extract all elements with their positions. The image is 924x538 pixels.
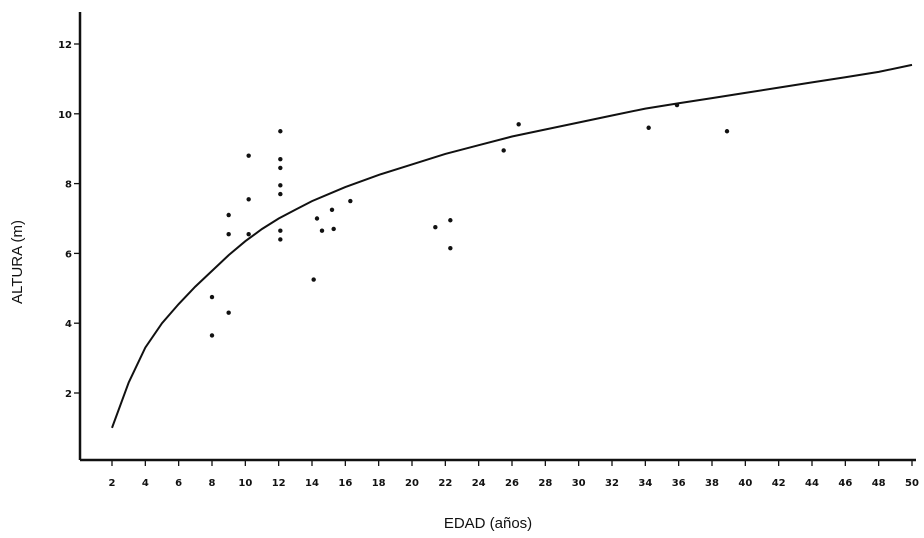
data-point [724, 129, 730, 134]
x-tick-label: 26 [505, 478, 519, 489]
data-point [501, 148, 506, 153]
data-point [209, 294, 215, 300]
x-tick-label: 34 [638, 478, 652, 489]
axis-ticks [74, 43, 913, 466]
x-tick-label: 8 [209, 478, 216, 489]
data-point [319, 228, 325, 233]
data-point [278, 191, 283, 197]
x-tick-label: 46 [838, 478, 852, 489]
data-point [226, 232, 231, 237]
data-points [209, 102, 730, 338]
x-axis-title: EDAD (años) [444, 515, 532, 532]
y-tick-label: 10 [58, 110, 72, 121]
data-point [246, 232, 251, 237]
y-tick-label: 4 [65, 319, 72, 330]
data-point [278, 156, 283, 162]
x-tick-label: 42 [772, 478, 786, 489]
data-point [226, 212, 231, 218]
data-point [674, 102, 680, 108]
x-tick-label: 24 [472, 478, 486, 489]
data-point [278, 228, 283, 233]
fitted-curve [111, 63, 913, 429]
x-tick-label: 16 [338, 478, 352, 489]
data-point [278, 237, 283, 242]
x-tick-label: 30 [572, 478, 586, 489]
data-point [246, 153, 251, 158]
data-point [278, 129, 283, 134]
x-tick-label: 2 [109, 478, 116, 489]
data-point [448, 245, 453, 251]
x-tick-label: 40 [738, 478, 752, 489]
x-tick-label: 22 [438, 478, 452, 489]
data-point [226, 310, 231, 315]
y-tick-label: 8 [65, 180, 72, 191]
data-point [246, 197, 251, 202]
data-point [314, 216, 320, 221]
y-tick-labels: 2 4 6 8 10 12 [58, 40, 72, 400]
data-point [448, 218, 453, 223]
x-tick-label: 38 [705, 478, 719, 489]
data-point [278, 183, 283, 188]
y-axis-title: ALTURA (m) [9, 220, 26, 304]
x-tick-label: 12 [272, 478, 286, 489]
x-tick-label: 44 [805, 478, 819, 489]
x-tick-label: 50 [905, 478, 919, 489]
x-tick-label: 4 [142, 478, 149, 489]
data-point [209, 333, 215, 338]
data-point [348, 198, 353, 204]
x-tick-label: 10 [238, 478, 252, 489]
x-tick-label: 28 [538, 478, 552, 489]
x-tick-label: 32 [605, 478, 619, 489]
x-tick-label: 20 [405, 478, 419, 489]
y-tick-label: 6 [65, 249, 72, 260]
data-point [516, 122, 521, 127]
data-point [278, 165, 283, 171]
data-point [433, 225, 438, 230]
x-tick-label: 6 [175, 478, 182, 489]
data-point [329, 207, 335, 212]
y-tick-label: 2 [65, 389, 72, 400]
x-tick-label: 14 [305, 478, 319, 489]
data-point [311, 277, 316, 282]
x-tick-labels: 2 4 6 8 10 12 14 16 18 20 22 24 26 28 30 32 34 36 38 40 42 44… [109, 478, 919, 489]
y-tick-label: 12 [58, 40, 72, 51]
data-point [331, 226, 336, 232]
data-point [646, 125, 651, 130]
x-tick-label: 36 [672, 478, 686, 489]
x-tick-label: 18 [372, 478, 386, 489]
x-tick-label: 48 [872, 478, 886, 489]
